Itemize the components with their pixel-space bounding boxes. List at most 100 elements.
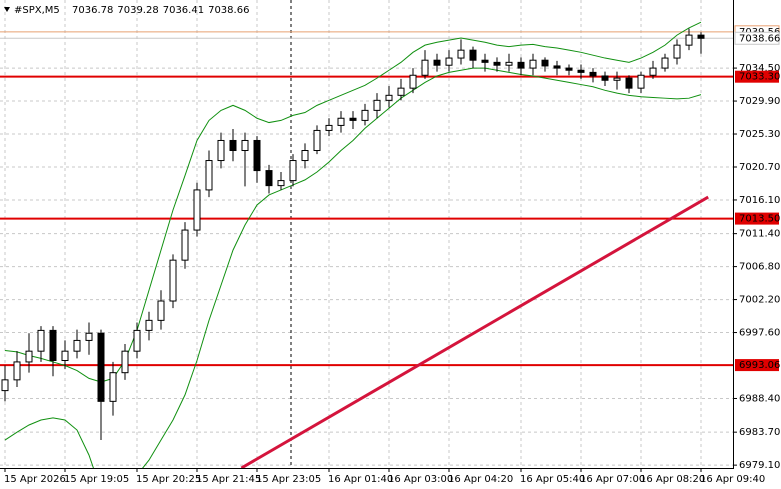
candle-body	[337, 117, 345, 126]
header-value: 7036.78	[72, 5, 113, 16]
level-label-box	[734, 31, 780, 45]
y-tick-label: 6988.40	[739, 393, 780, 404]
candle-body	[673, 44, 681, 59]
symbol-icon	[4, 7, 10, 12]
header-value: 7038.66	[208, 5, 249, 16]
candle-body	[253, 139, 261, 172]
candle-body	[229, 139, 237, 152]
x-tick-label: 15 Apr 20:25	[136, 474, 201, 485]
candle-body	[37, 329, 45, 352]
level-label: 6993.06	[739, 360, 780, 371]
candle-body	[421, 59, 429, 76]
y-tick-label: 7025.30	[739, 129, 780, 140]
x-tick-label: 15 Apr 23:05	[256, 474, 321, 485]
candle-body	[217, 139, 225, 162]
candle-body	[397, 87, 405, 96]
level-label: 7038.66	[739, 33, 780, 44]
candle-body	[109, 372, 117, 402]
candle-body	[517, 61, 525, 69]
candle-body	[121, 350, 129, 374]
candle-body	[13, 361, 21, 381]
candle-body	[409, 74, 417, 89]
candle-body	[1, 379, 9, 392]
y-tick-label: 7034.50	[739, 63, 780, 74]
candle-body	[133, 329, 141, 352]
candle-body	[541, 59, 549, 67]
y-tick-label: 6983.70	[739, 427, 780, 438]
candle-body	[193, 189, 201, 231]
candle-body	[553, 65, 561, 69]
chart-title: #SPX,M5	[14, 5, 60, 16]
x-tick-label: 15 Apr 2026	[4, 474, 66, 485]
x-tick-label: 16 Apr 03:00	[388, 474, 453, 485]
candle-body	[469, 49, 477, 61]
candle-body	[373, 99, 381, 111]
candle-body	[325, 124, 333, 131]
x-tick-label: 16 Apr 04:20	[448, 474, 513, 485]
candle-body	[349, 117, 357, 121]
candle-body	[625, 77, 633, 89]
y-tick-label: 6979.10	[739, 460, 780, 471]
candle-body	[637, 74, 645, 89]
candle-body	[181, 229, 189, 261]
candle-body	[25, 350, 33, 363]
level-label-box	[735, 359, 779, 372]
bollinger-band	[4, 67, 702, 468]
candle-body	[85, 332, 93, 341]
candle-body	[169, 259, 177, 302]
candle-body	[61, 350, 69, 361]
candle-body	[613, 77, 621, 81]
candle-body	[205, 160, 213, 191]
right-axis-line	[733, 0, 734, 469]
candle-body	[661, 57, 669, 69]
candle-body	[265, 170, 273, 187]
level-label-box	[735, 70, 779, 83]
candle-body	[277, 180, 285, 187]
y-tick-label: 7006.80	[739, 262, 780, 273]
candle-body	[301, 150, 309, 162]
candle-body	[601, 75, 609, 81]
x-tick-label: 15 Apr 21:45	[196, 474, 261, 485]
candle-body	[241, 139, 249, 152]
x-tick-label: 16 Apr 09:40	[700, 474, 765, 485]
header-value: 7039.28	[117, 5, 158, 16]
header-value: 7036.41	[163, 5, 204, 16]
candle-body	[97, 332, 105, 402]
candle-body	[649, 67, 657, 76]
x-tick-label: 16 Apr 08:20	[640, 474, 705, 485]
candle-body	[49, 329, 57, 361]
y-tick-label: 7020.70	[739, 162, 780, 173]
grid	[0, 0, 733, 468]
candle-body	[697, 34, 705, 39]
candle-body	[433, 59, 441, 66]
level-label: 7033.30	[739, 72, 780, 83]
y-tick-label: 7016.10	[739, 195, 780, 206]
candle-body	[73, 339, 81, 352]
bottom-axis-line	[0, 468, 734, 469]
candle-body	[589, 71, 597, 77]
candle-body	[505, 61, 513, 66]
candle-body	[445, 57, 453, 66]
candle-body	[565, 67, 573, 71]
candle-body	[577, 69, 585, 73]
trend-line	[240, 195, 709, 468]
axes: 7034.50 7029.90 7025.30 7020.70 7016.10 7011.…	[4, 25, 780, 485]
x-tick-label: 16 Apr 05:40	[520, 474, 585, 485]
y-tick-label: 6997.60	[739, 328, 780, 339]
level-label-box	[735, 212, 779, 225]
candle-body	[313, 129, 321, 152]
y-tick-label: 7002.20	[739, 295, 780, 306]
level-label: 7013.50	[739, 214, 780, 225]
candle-body	[685, 34, 693, 46]
candle-body	[157, 300, 165, 321]
bollinger-band	[4, 21, 702, 383]
candle-body	[289, 160, 297, 182]
x-tick-label: 15 Apr 19:05	[64, 474, 129, 485]
y-tick-label: 7011.40	[739, 229, 780, 240]
candle-body	[385, 94, 393, 101]
candle-body	[457, 49, 465, 59]
candle-body	[529, 59, 537, 69]
candle-body	[493, 61, 501, 66]
